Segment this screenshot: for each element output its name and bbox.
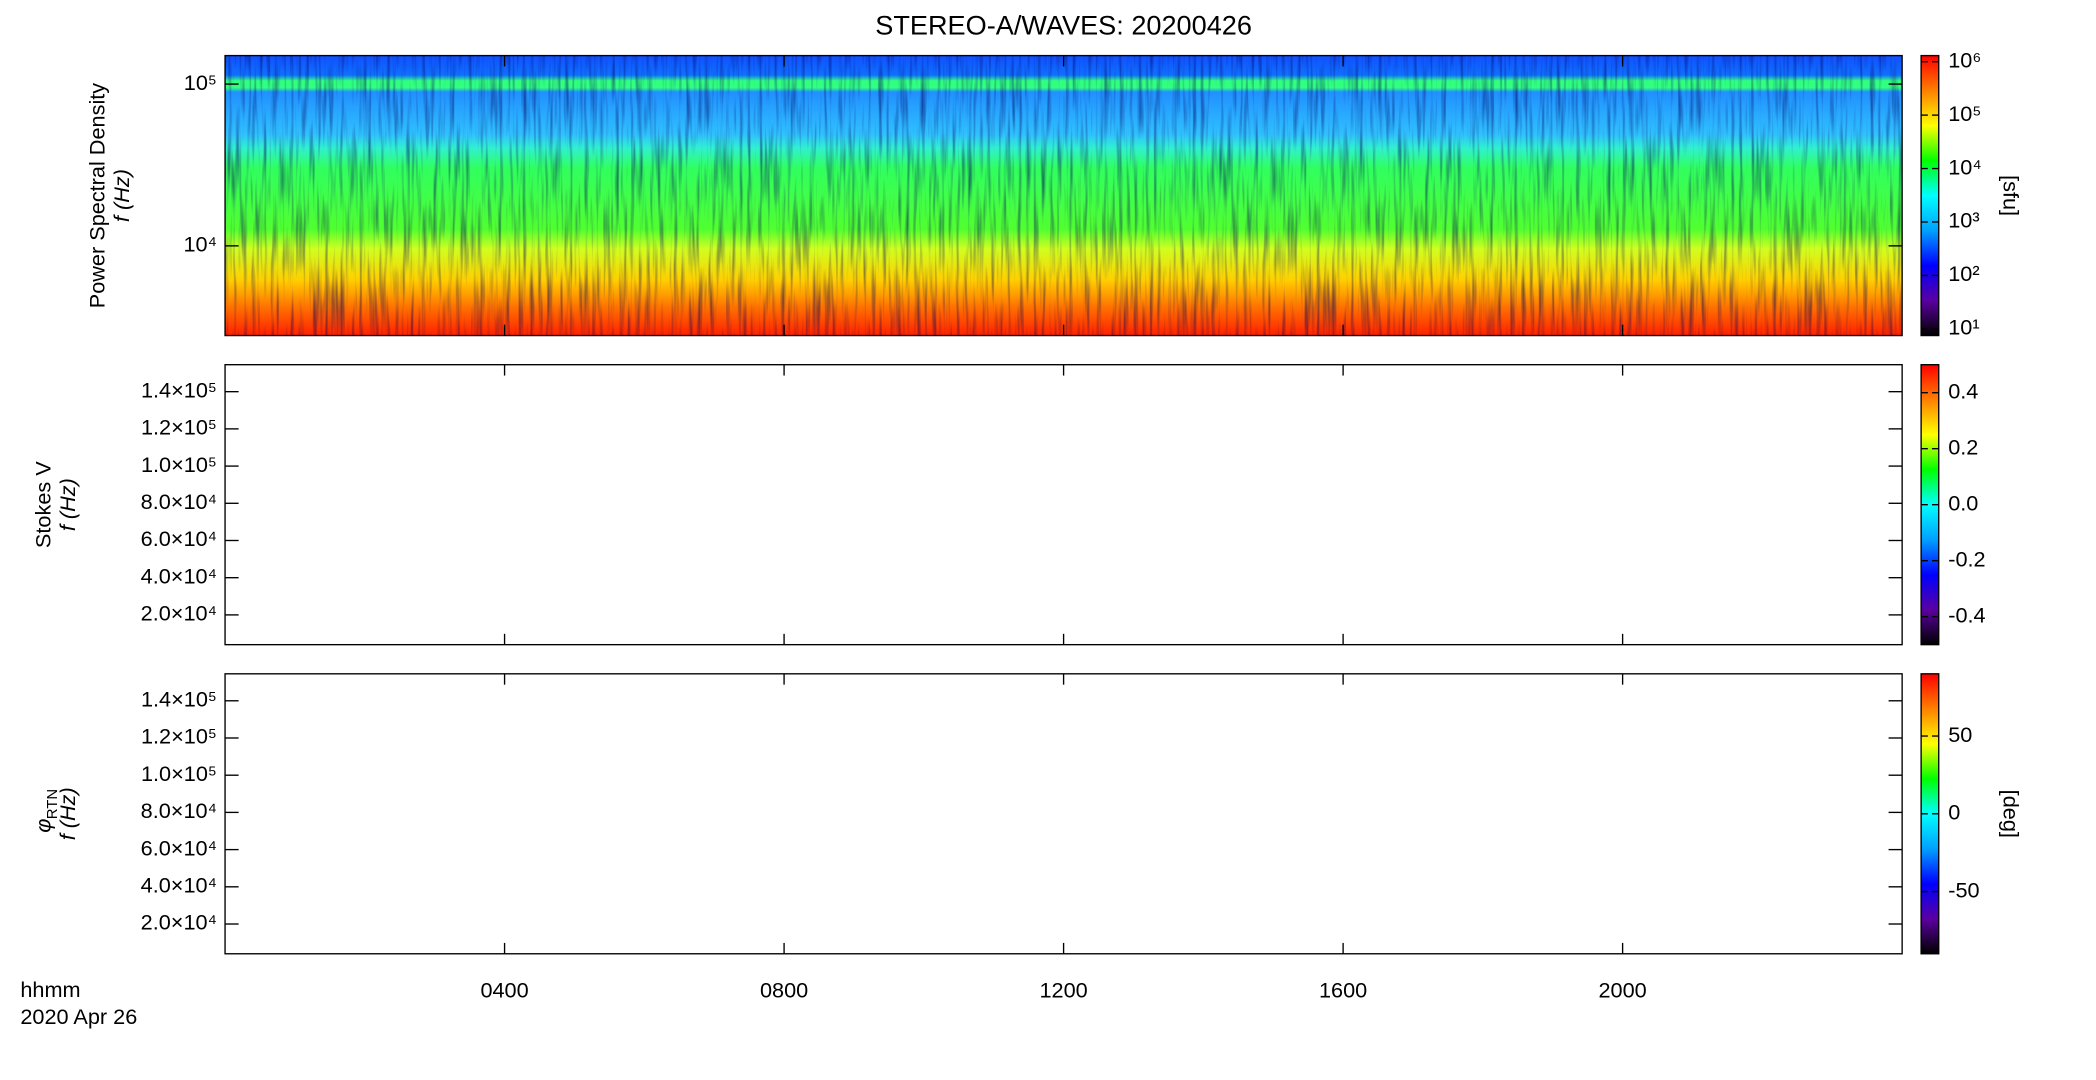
- colorbar-label: [deg]: [1999, 790, 2024, 838]
- colorbar-tick-label: 0.2: [1948, 434, 1978, 459]
- panel-frame: [224, 364, 1903, 646]
- colorbar-tick-label: 10³: [1948, 208, 1979, 233]
- x-tick-label: 0400: [480, 977, 528, 1002]
- chart-title: STEREO-A/WAVES: 20200426: [875, 9, 1252, 40]
- colorbar-tick-label: -0.2: [1948, 546, 1985, 571]
- y-tick-label: 1.2×10⁵: [141, 724, 217, 749]
- y-tick-label: 1.0×10⁵: [141, 761, 217, 786]
- y-axis-label: φ: [30, 819, 55, 833]
- colorbar-tick-label: 10²: [1948, 261, 1979, 286]
- colorbar-tick-label: 10¹: [1948, 315, 1979, 340]
- x-tick-label: 0800: [760, 977, 808, 1002]
- y-tick-label: 1.0×10⁵: [141, 452, 217, 477]
- x-tick-label: 2000: [1598, 977, 1646, 1002]
- y-tick-label: 1.4×10⁵: [141, 687, 217, 712]
- y-tick-label: 4.0×10⁴: [141, 873, 217, 898]
- x-tick-label: 1600: [1319, 977, 1367, 1002]
- y-tick-label: 8.0×10⁴: [141, 798, 217, 823]
- y-axis-label-subscript: RTN: [45, 789, 61, 819]
- colorbar-tick-label: 50: [1948, 722, 1972, 747]
- x-axis-label: 2020 Apr 26: [20, 1004, 137, 1029]
- y-tick-label: 2.0×10⁴: [141, 910, 217, 935]
- colorbar-tick-label: -50: [1948, 877, 1979, 902]
- panel-frame: [224, 673, 1903, 955]
- colorbar: [1920, 54, 1940, 337]
- x-axis-label: hhmm: [20, 977, 80, 1002]
- y-tick-label: 1.2×10⁵: [141, 415, 217, 440]
- y-tick-label: 6.0×10⁴: [141, 526, 217, 551]
- colorbar-tick-label: 10⁴: [1948, 154, 1981, 179]
- colorbar-tick-label: 0: [1948, 800, 1960, 825]
- y-axis-label: f (Hz): [109, 169, 134, 222]
- y-tick-label: 6.0×10⁴: [141, 835, 217, 860]
- colorbar-tick-label: 0.0: [1948, 490, 1978, 515]
- plot-area: STEREO-A/WAVES: 20200426 10⁴ 10⁵ Power Spec…: [20, 9, 2023, 1029]
- y-tick-label: 8.0×10⁴: [141, 489, 217, 514]
- colorbar-label: [sfu]: [1999, 175, 2024, 216]
- y-axis-label: f (Hz): [55, 787, 80, 840]
- colorbar-tick-label: 10⁶: [1948, 47, 1981, 72]
- y-axis-label: f (Hz): [55, 478, 80, 531]
- colorbar-tick-label: -0.4: [1948, 602, 1985, 627]
- y-tick-label: 10⁵: [184, 70, 217, 95]
- colorbar-tick-label: 0.4: [1948, 378, 1978, 403]
- y-tick-label: 2.0×10⁴: [141, 601, 217, 626]
- y-axis-label: Power Spectral Density: [85, 83, 110, 309]
- x-tick-label: 1200: [1039, 977, 1087, 1002]
- y-tick-label: 10⁴: [183, 232, 216, 257]
- y-tick-label: 1.4×10⁵: [141, 377, 217, 402]
- y-axis-label: Stokes V: [30, 461, 55, 548]
- spectrogram-texture: [225, 55, 1903, 336]
- y-tick-label: 4.0×10⁴: [141, 563, 217, 588]
- colorbar-tick-label: 10⁵: [1948, 101, 1981, 126]
